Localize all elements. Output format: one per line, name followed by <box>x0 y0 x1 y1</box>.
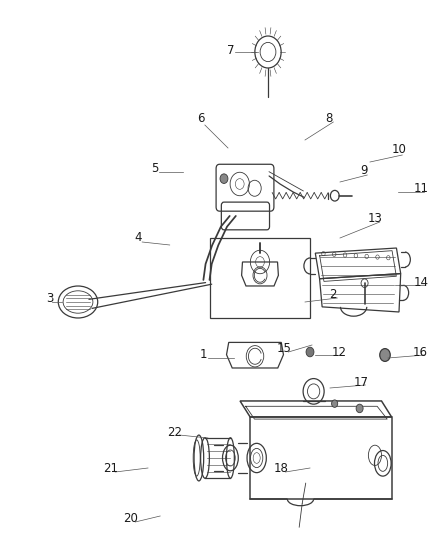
Text: 18: 18 <box>274 462 289 474</box>
Text: 13: 13 <box>368 212 383 224</box>
Circle shape <box>306 347 314 357</box>
Text: 5: 5 <box>151 161 158 174</box>
Circle shape <box>332 400 338 407</box>
Text: 1: 1 <box>200 349 207 361</box>
Text: 4: 4 <box>134 231 141 245</box>
Text: 17: 17 <box>353 376 368 389</box>
Text: 10: 10 <box>391 143 406 157</box>
Text: 6: 6 <box>197 111 204 125</box>
Text: 7: 7 <box>227 44 234 56</box>
Text: 21: 21 <box>103 462 118 474</box>
Text: 12: 12 <box>332 345 346 359</box>
Circle shape <box>220 174 228 183</box>
Text: 2: 2 <box>329 288 337 302</box>
Text: 15: 15 <box>277 342 291 354</box>
Text: 8: 8 <box>325 111 332 125</box>
Text: 14: 14 <box>413 276 428 288</box>
Text: 3: 3 <box>46 292 54 304</box>
Text: 22: 22 <box>167 425 182 439</box>
Text: 9: 9 <box>360 164 367 176</box>
Text: 20: 20 <box>124 512 138 524</box>
Bar <box>210 238 310 318</box>
Circle shape <box>380 349 390 361</box>
Circle shape <box>356 404 363 413</box>
Text: 11: 11 <box>413 182 428 195</box>
Text: 16: 16 <box>413 345 428 359</box>
